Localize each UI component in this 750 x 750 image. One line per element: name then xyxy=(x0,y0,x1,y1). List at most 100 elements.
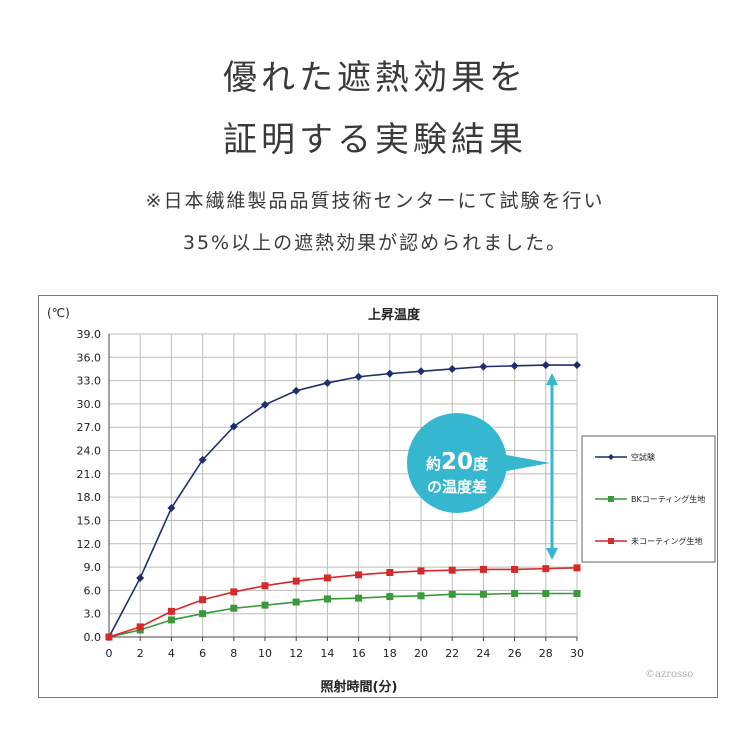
y-tick-label: 36.0 xyxy=(77,351,102,364)
y-tick-label: 3.0 xyxy=(84,608,102,621)
legend-marker-0 xyxy=(608,454,614,460)
data-point-2 xyxy=(105,633,113,641)
data-point-0 xyxy=(323,378,332,387)
series-line-1 xyxy=(108,592,577,638)
x-tick-label: 8 xyxy=(230,647,237,660)
data-point-1 xyxy=(386,593,394,601)
data-point-0 xyxy=(261,400,269,409)
legend-label-1: BKコーティング生地 xyxy=(631,494,705,504)
data-point-2 xyxy=(230,588,238,596)
chart-series xyxy=(105,361,581,641)
y-axis-unit: (℃) xyxy=(47,306,70,320)
x-axis-label: 照射時間(分) xyxy=(321,679,398,695)
x-tick-label: 20 xyxy=(414,647,428,660)
x-tick-label: 26 xyxy=(508,647,522,660)
series-line-0 xyxy=(108,364,577,638)
headline-line-2: 証明する実験結果 xyxy=(223,120,527,160)
x-tick-label: 2 xyxy=(137,647,144,660)
data-point-2 xyxy=(261,582,269,590)
callout-circle xyxy=(407,413,507,513)
data-point-1 xyxy=(448,590,456,598)
x-tick-label: 30 xyxy=(570,647,584,660)
x-tick-label: 16 xyxy=(352,647,366,660)
data-point-2 xyxy=(542,565,550,573)
data-point-2 xyxy=(573,564,581,572)
data-point-2 xyxy=(323,574,331,582)
callout-prefix: 約 xyxy=(426,455,441,473)
data-point-0 xyxy=(510,361,519,370)
y-tick-label: 12.0 xyxy=(77,538,102,551)
data-point-0 xyxy=(136,573,145,582)
arrow-head-down-icon xyxy=(546,547,558,560)
y-tick-label: 30.0 xyxy=(77,398,102,411)
data-point-0 xyxy=(198,455,207,464)
x-tick-label: 24 xyxy=(476,647,490,660)
data-point-2 xyxy=(136,623,144,631)
y-tick-label: 6.0 xyxy=(84,584,102,597)
chart-frame: 0.0 3.0 6.0 9.0 12.0 15.0 18.0 21.0 24.0 27.0 30.0… xyxy=(38,295,718,698)
difference-arrow xyxy=(501,373,558,560)
callout-pointer xyxy=(501,454,550,472)
watermark: ©azrosso xyxy=(645,669,693,680)
series-line-2 xyxy=(108,567,578,638)
data-point-0 xyxy=(167,504,176,513)
data-point-0 xyxy=(417,367,425,376)
data-point-2 xyxy=(479,565,487,573)
x-tick-label: 28 xyxy=(539,647,553,660)
data-point-0 xyxy=(292,386,301,395)
y-tick-label: 15.0 xyxy=(77,514,102,527)
data-point-0 xyxy=(448,364,457,373)
data-point-2 xyxy=(167,607,175,615)
data-point-1 xyxy=(199,610,207,618)
headline-line-1: 優れた遮熱効果を xyxy=(223,58,527,98)
legend-label-0: 空試験 xyxy=(631,452,655,462)
data-point-0 xyxy=(385,369,394,378)
data-point-2 xyxy=(199,596,207,604)
data-point-0 xyxy=(541,361,550,370)
y-tick-label: 24.0 xyxy=(77,445,102,458)
data-point-1 xyxy=(261,601,269,609)
y-tick-label: 18.0 xyxy=(77,491,102,504)
y-tick-label: 39.0 xyxy=(77,328,102,341)
x-tick-label: 22 xyxy=(445,647,459,660)
data-point-1 xyxy=(417,592,425,600)
x-tick-label: 14 xyxy=(320,647,334,660)
data-point-0 xyxy=(479,362,488,371)
data-point-2 xyxy=(417,567,425,575)
data-point-0 xyxy=(354,372,363,381)
x-tick-label: 10 xyxy=(258,647,272,660)
data-point-1 xyxy=(355,594,363,602)
callout-number: 20 xyxy=(441,449,473,475)
data-point-2 xyxy=(511,565,519,573)
data-point-2 xyxy=(448,566,456,574)
data-point-2 xyxy=(292,577,300,585)
data-point-1 xyxy=(542,589,550,597)
y-tick-label: 33.0 xyxy=(77,375,102,388)
data-point-1 xyxy=(230,604,238,612)
data-point-2 xyxy=(355,571,363,579)
data-point-1 xyxy=(292,598,300,606)
y-tick-label: 9.0 xyxy=(84,561,102,574)
chart-title: 上昇温度 xyxy=(368,307,421,323)
legend-label-2: 未コーティング生地 xyxy=(631,536,703,546)
x-tick-label: 6 xyxy=(199,647,206,660)
y-tick-label: 0.0 xyxy=(84,631,102,644)
x-tick-label: 4 xyxy=(168,647,175,660)
data-point-0 xyxy=(229,422,238,431)
data-point-1 xyxy=(573,589,581,597)
y-tick-label: 21.0 xyxy=(77,468,102,481)
chart-axes: 0.0 3.0 6.0 9.0 12.0 15.0 18.0 21.0 24.0 27.0 30.0… xyxy=(77,328,585,660)
temperature-rise-chart: 0.0 3.0 6.0 9.0 12.0 15.0 18.0 21.0 24.0 27.0 30.0… xyxy=(47,306,716,695)
test-note-line-2: 35%以上の遮熱効果が認められました。 xyxy=(182,232,568,254)
data-point-2 xyxy=(386,569,394,577)
data-point-1 xyxy=(167,616,175,624)
x-tick-label: 0 xyxy=(106,647,113,660)
x-tick-label: 18 xyxy=(383,647,397,660)
callout-line-1: 約20度 xyxy=(426,449,489,475)
temperature-difference-callout: 約20度 の温度差 xyxy=(407,413,507,513)
data-point-1 xyxy=(323,595,331,603)
test-note-line-1: ※日本繊維製品品質技術センターにて試験を行い xyxy=(145,190,605,212)
data-point-0 xyxy=(573,361,581,370)
legend-marker-2 xyxy=(608,538,614,544)
